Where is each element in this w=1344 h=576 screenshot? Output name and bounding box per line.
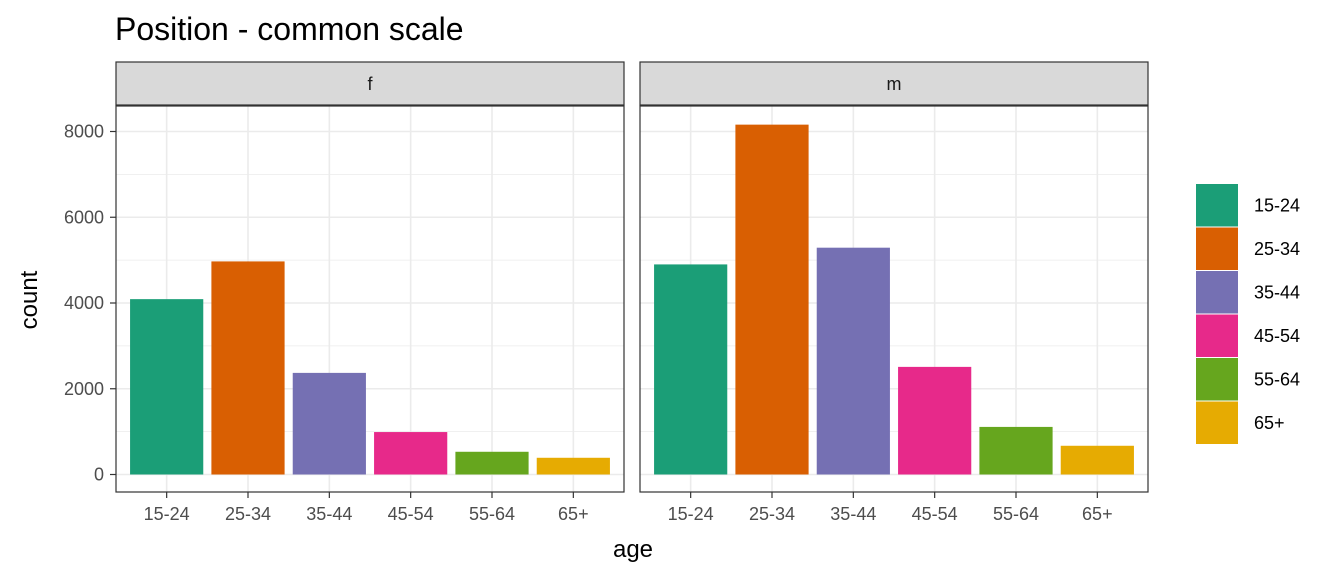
legend-label: 35-44 xyxy=(1254,282,1300,302)
y-tick-label: 2000 xyxy=(64,379,104,399)
x-tick-label: 65+ xyxy=(1082,504,1113,524)
chart-title: Position - common scale xyxy=(115,11,464,47)
x-axis-title: age xyxy=(613,536,653,563)
x-tick-label: 45-54 xyxy=(388,504,434,524)
y-tick-label: 6000 xyxy=(64,207,104,227)
facet-panels: f 15-24 25-34 35-44 45-54 55-64 65+ m 15-24 25-34… xyxy=(64,61,1149,524)
facet-strip xyxy=(639,61,1149,106)
legend-key-65+ xyxy=(1196,401,1238,444)
bar-f-25-34 xyxy=(211,261,285,475)
legend-key-25-34 xyxy=(1196,227,1238,270)
facet-panel-f: f 15-24 25-34 35-44 45-54 55-64 65+ xyxy=(115,61,625,524)
x-tick-label: 25-34 xyxy=(225,504,271,524)
x-tick-label: 65+ xyxy=(558,504,589,524)
bar-f-65+ xyxy=(536,457,610,475)
x-tick-label: 35-44 xyxy=(306,504,352,524)
panel-border xyxy=(115,105,625,493)
x-tick-label: 15-24 xyxy=(668,504,714,524)
y-axis: 0 2000 4000 6000 8000 xyxy=(64,122,116,485)
legend-key-35-44 xyxy=(1196,271,1238,314)
y-tick-label: 4000 xyxy=(64,293,104,313)
x-tick-label: 55-64 xyxy=(469,504,515,524)
bar-m-25-34 xyxy=(735,124,809,475)
legend-label: 25-34 xyxy=(1254,239,1300,259)
facet-strip xyxy=(115,61,625,106)
bar-m-55-64 xyxy=(979,426,1053,475)
bar-f-45-54 xyxy=(374,432,448,475)
facet-panel-m: m 15-24 25-34 35-44 45-54 55-64 65+ xyxy=(639,61,1149,524)
bar-m-65+ xyxy=(1060,445,1134,475)
legend-key-55-64 xyxy=(1196,358,1238,401)
facet-strip-label: m xyxy=(887,74,902,94)
legend-label: 15-24 xyxy=(1254,195,1300,215)
bar-m-35-44 xyxy=(816,247,890,475)
legend: 15-24 25-34 35-44 45-54 55-64 65+ xyxy=(1196,184,1300,444)
facet-strip-label: f xyxy=(367,74,373,94)
x-tick-label: 35-44 xyxy=(830,504,876,524)
bar-f-55-64 xyxy=(455,451,529,475)
bar-f-35-44 xyxy=(292,372,366,475)
legend-label: 45-54 xyxy=(1254,326,1300,346)
x-tick-label: 45-54 xyxy=(912,504,958,524)
legend-key-15-24 xyxy=(1196,184,1238,227)
panel-border xyxy=(639,105,1149,493)
y-tick-label: 8000 xyxy=(64,122,104,142)
legend-label: 55-64 xyxy=(1254,369,1300,389)
x-tick-label: 15-24 xyxy=(144,504,190,524)
bar-m-15-24 xyxy=(654,264,728,475)
x-tick-label: 25-34 xyxy=(749,504,795,524)
bar-f-15-24 xyxy=(130,299,204,475)
bar-m-45-54 xyxy=(898,366,972,475)
x-tick-label: 55-64 xyxy=(993,504,1039,524)
legend-key-45-54 xyxy=(1196,314,1238,357)
y-tick-label: 0 xyxy=(94,465,104,485)
y-axis-title: count xyxy=(16,270,43,329)
legend-label: 65+ xyxy=(1254,413,1285,433)
